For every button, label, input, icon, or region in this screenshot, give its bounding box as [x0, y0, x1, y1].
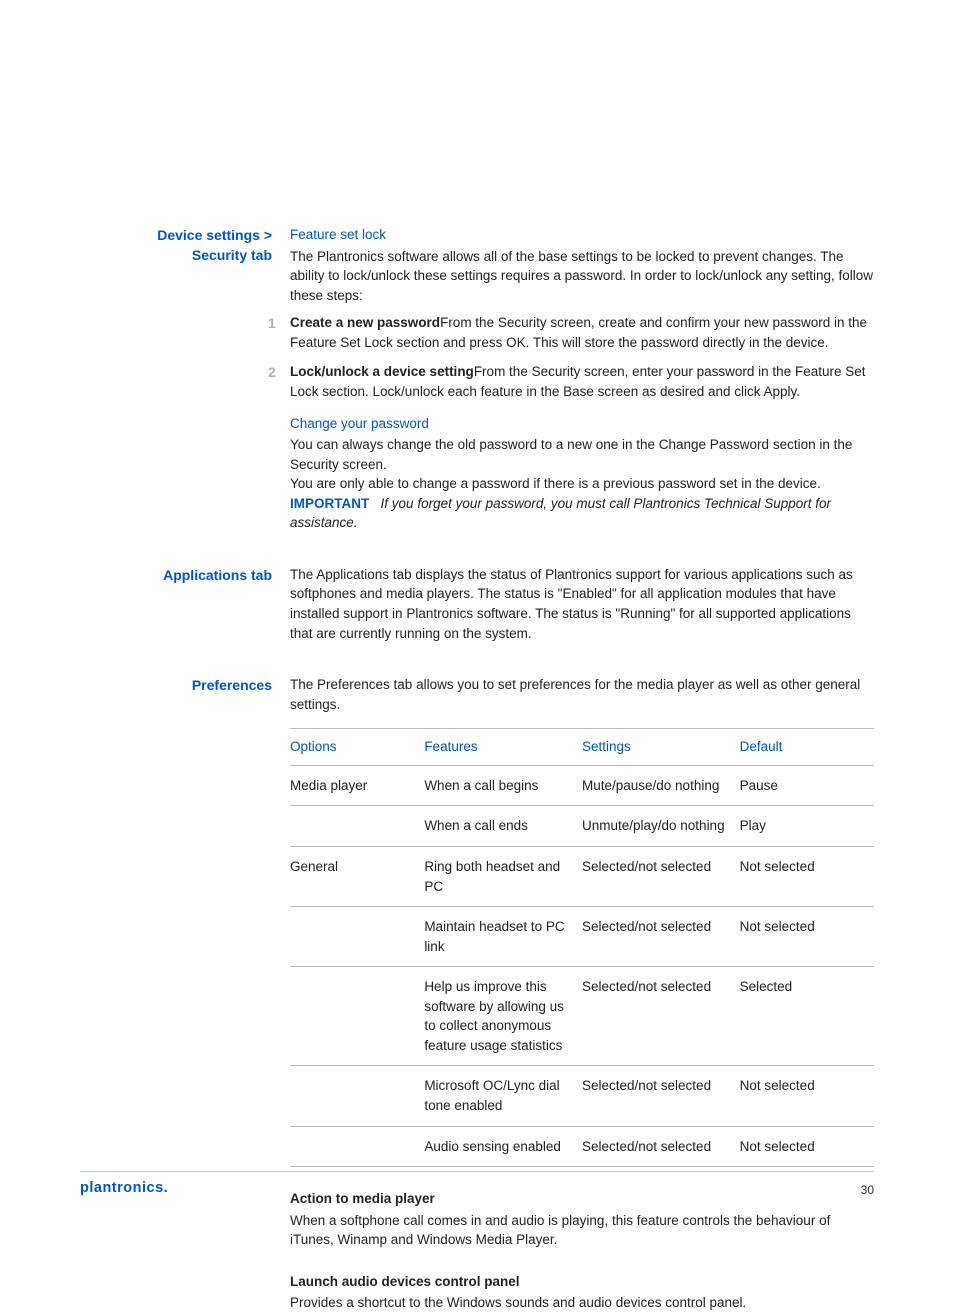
table-cell: Mute/pause/do nothing	[582, 765, 740, 806]
page-number: 30	[861, 1182, 874, 1199]
table-cell: Microsoft OC/Lync dial tone enabled	[424, 1066, 582, 1126]
table-cell: Not selected	[740, 846, 874, 906]
step-item: Lock/unlock a device settingFrom the Sec…	[290, 362, 874, 401]
table-row: Microsoft OC/Lync dial tone enabledSelec…	[290, 1066, 874, 1126]
paragraph: You are only able to change a password i…	[290, 474, 874, 494]
table-cell: Unmute/play/do nothing	[582, 806, 740, 847]
col-header: Default	[740, 729, 874, 766]
table-row: GeneralRing both headset and PCSelected/…	[290, 846, 874, 906]
section-preferences: Preferences The Preferences tab allows y…	[80, 675, 874, 1313]
paragraph: When a softphone call comes in and audio…	[290, 1213, 830, 1248]
col-header: Options	[290, 729, 424, 766]
section-content: Feature set lock The Plantronics softwar…	[290, 225, 874, 533]
table-cell: Media player	[290, 765, 424, 806]
important-note: IMPORTANT If you forget your password, y…	[290, 494, 874, 533]
col-header: Settings	[582, 729, 740, 766]
table-cell: General	[290, 846, 424, 906]
table-cell: Ring both headset and PC	[424, 846, 582, 906]
paragraph: The Plantronics software allows all of t…	[290, 247, 874, 306]
paragraph: Provides a shortcut to the Windows sound…	[290, 1295, 746, 1310]
paragraph: The Preferences tab allows you to set pr…	[290, 675, 874, 714]
paragraph: You can always change the old password t…	[290, 435, 874, 474]
table-cell: Help us improve this software by allowin…	[424, 967, 582, 1066]
section-label: Applications tab	[80, 565, 290, 643]
step-item: Create a new passwordFrom the Security s…	[290, 313, 874, 352]
table-cell: Audio sensing enabled	[424, 1126, 582, 1167]
table-cell: When a call ends	[424, 806, 582, 847]
table-row: When a call endsUnmute/play/do nothingPl…	[290, 806, 874, 847]
page-footer: plantronics. 30	[80, 1171, 874, 1199]
label-line: Device settings >	[80, 225, 272, 245]
table-cell	[290, 1066, 424, 1126]
table-cell	[290, 967, 424, 1066]
step-bold: Lock/unlock a device setting	[290, 364, 474, 379]
table-row: Media playerWhen a call beginsMute/pause…	[290, 765, 874, 806]
table-head: Options Features Settings Default	[290, 729, 874, 766]
table-row: Help us improve this software by allowin…	[290, 967, 874, 1066]
paragraph: The Applications tab displays the status…	[290, 565, 874, 643]
table-row: Audio sensing enabledSelected/not select…	[290, 1126, 874, 1167]
important-label: IMPORTANT	[290, 496, 369, 511]
step-bold: Create a new password	[290, 315, 440, 330]
col-header: Features	[424, 729, 582, 766]
table-cell: Selected/not selected	[582, 967, 740, 1066]
section-label: Preferences	[80, 675, 290, 1313]
section-content: The Applications tab displays the status…	[290, 565, 874, 643]
logo-dot: .	[164, 1180, 169, 1196]
page-body: Device settings > Security tab Feature s…	[0, 0, 954, 1313]
label-line: Security tab	[80, 245, 272, 265]
table-cell: When a call begins	[424, 765, 582, 806]
steps-list: Create a new passwordFrom the Security s…	[290, 313, 874, 401]
preferences-table: Options Features Settings Default Media …	[290, 728, 874, 1167]
subheading: Feature set lock	[290, 225, 874, 245]
section-applications: Applications tab The Applications tab di…	[80, 565, 874, 643]
table-row: Maintain headset to PC linkSelected/not …	[290, 907, 874, 967]
section-security: Device settings > Security tab Feature s…	[80, 225, 874, 533]
table-cell: Not selected	[740, 907, 874, 967]
table-cell: Not selected	[740, 1066, 874, 1126]
logo-text: plantronics	[80, 1180, 164, 1196]
section-label: Device settings > Security tab	[80, 225, 290, 533]
brand-logo: plantronics.	[80, 1178, 168, 1199]
table-cell	[290, 907, 424, 967]
table-cell	[290, 1126, 424, 1167]
table-cell: Play	[740, 806, 874, 847]
table-cell: Not selected	[740, 1126, 874, 1167]
subheading: Change your password	[290, 414, 874, 434]
table-cell: Selected/not selected	[582, 1066, 740, 1126]
table-cell: Pause	[740, 765, 874, 806]
table-cell: Selected/not selected	[582, 1126, 740, 1167]
table-cell: Selected/not selected	[582, 846, 740, 906]
important-text: If you forget your password, you must ca…	[290, 496, 831, 531]
table-cell	[290, 806, 424, 847]
section-content: The Preferences tab allows you to set pr…	[290, 675, 874, 1313]
table-cell: Maintain headset to PC link	[424, 907, 582, 967]
sub-heading: Launch audio devices control panel	[290, 1272, 874, 1292]
table-body: Media playerWhen a call beginsMute/pause…	[290, 765, 874, 1166]
table-cell: Selected	[740, 967, 874, 1066]
table-cell: Selected/not selected	[582, 907, 740, 967]
subsection-launch-audio: Launch audio devices control panel Provi…	[290, 1272, 874, 1313]
